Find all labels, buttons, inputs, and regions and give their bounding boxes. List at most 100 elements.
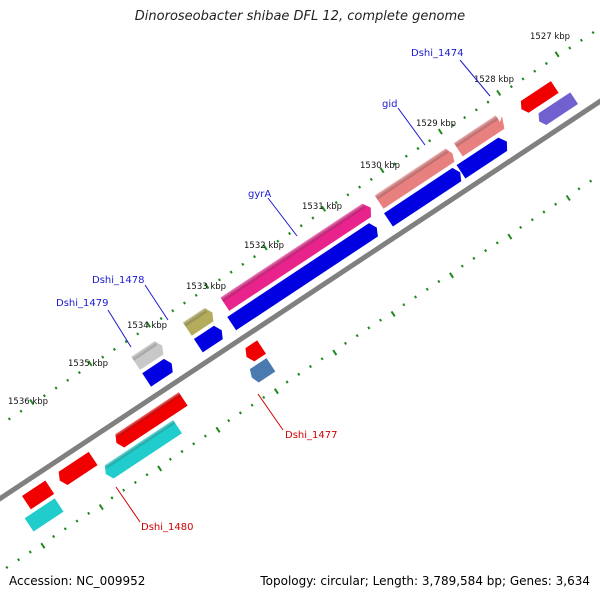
major-tick-mark	[40, 542, 46, 549]
minor-tick-mark	[311, 216, 315, 220]
minor-tick-mark	[346, 193, 350, 197]
minor-tick-mark	[579, 38, 583, 42]
minor-tick-mark	[509, 85, 513, 89]
kbp-label: 1533 kbp	[186, 282, 226, 292]
minor-tick-mark	[451, 123, 455, 127]
label-dshi-1477: Dshi_1477	[285, 430, 337, 441]
map-title: Dinoroseobacter shibae DFL 12, complete …	[134, 9, 466, 24]
gene-cyan-left-feature[interactable]	[24, 498, 64, 532]
minor-tick-mark	[17, 558, 21, 562]
minor-tick-mark	[554, 202, 558, 206]
gene-dshi-1474-feature[interactable]	[453, 113, 509, 157]
minor-tick-mark	[66, 378, 70, 382]
major-tick-mark	[98, 504, 104, 511]
gene-red-left-c-feature[interactable]	[21, 480, 55, 510]
major-tick-mark	[496, 89, 502, 96]
minor-tick-mark	[87, 511, 91, 515]
minor-tick-mark	[343, 341, 348, 345]
major-tick-mark	[215, 426, 221, 433]
minor-tick-mark	[168, 457, 172, 461]
minor-tick-mark	[591, 30, 595, 35]
kbp-label: 1534 kbp	[127, 321, 167, 331]
minor-tick-mark	[308, 364, 312, 369]
minor-tick-mark	[568, 46, 572, 50]
minor-tick-mark	[530, 218, 534, 222]
accession-text: Accession: NC_009952	[9, 574, 146, 588]
kbp-label: 1527 kbp	[530, 32, 570, 42]
gene-red-right-feature[interactable]	[518, 81, 559, 115]
minor-tick-mark	[276, 239, 280, 243]
gene-gyra-feature[interactable]	[220, 201, 375, 311]
minor-tick-mark	[5, 565, 9, 570]
gene-red-left-a-feature[interactable]	[112, 392, 188, 449]
minor-tick-mark	[262, 395, 266, 400]
minor-tick-mark	[28, 550, 32, 554]
minor-tick-mark	[495, 241, 499, 245]
label-gyra: gyrA	[248, 189, 271, 200]
minor-tick-mark	[463, 115, 467, 120]
minor-tick-mark	[472, 256, 476, 260]
minor-tick-mark	[122, 488, 126, 492]
major-tick-mark	[262, 244, 268, 251]
minor-tick-mark	[544, 61, 548, 66]
minor-tick-mark	[101, 355, 105, 359]
minor-tick-mark	[460, 264, 464, 268]
kbp-label: 1535 kbp	[68, 359, 108, 369]
outer-tick-ring	[7, 30, 595, 421]
label-dshi-1480: Dshi_1480	[141, 522, 193, 533]
cds-gyra-feature[interactable]	[227, 221, 381, 331]
cds-gid-feature[interactable]	[384, 166, 465, 227]
kbp-label: 1529 kbp	[416, 119, 456, 129]
major-tick-mark	[332, 349, 338, 356]
minor-tick-mark	[299, 224, 303, 228]
minor-tick-mark	[238, 411, 242, 415]
minor-tick-mark	[320, 357, 324, 361]
label-dshi-1479: Dshi_1479	[56, 298, 108, 309]
major-tick-mark	[565, 194, 571, 202]
major-tick-mark	[321, 205, 327, 212]
minor-tick-mark	[54, 386, 58, 390]
cds-dshi-1479-feature[interactable]	[142, 357, 176, 387]
minor-tick-mark	[358, 185, 362, 189]
gene-labels: Dshi_1474 gid gyrA Dshi_1478 Dshi_1479 D…	[56, 48, 491, 533]
major-tick-mark	[449, 272, 455, 279]
major-tick-mark	[507, 233, 513, 240]
label-dshi-1478: Dshi_1478	[92, 275, 144, 286]
minor-tick-mark	[297, 372, 301, 376]
genome-backbone	[0, 66, 600, 534]
minor-tick-mark	[367, 326, 371, 330]
major-tick-mark	[379, 167, 385, 174]
gene-red-left-b-feature[interactable]	[55, 451, 98, 487]
minor-tick-mark	[533, 69, 537, 73]
cds-dshi-1474-feature[interactable]	[456, 135, 512, 179]
minor-tick-mark	[416, 146, 420, 151]
major-tick-mark	[87, 360, 93, 367]
major-tick-mark	[145, 321, 151, 328]
major-tick-mark	[437, 128, 443, 135]
gene-dshi-1478-feature[interactable]	[182, 306, 217, 336]
major-tick-mark	[273, 388, 279, 395]
minor-tick-mark	[250, 403, 254, 407]
minor-tick-mark	[414, 295, 418, 299]
minor-tick-mark	[241, 262, 245, 266]
kbp-scale: 1527 kbp 1528 kbp 1529 kbp 1530 kbp 1531…	[8, 32, 570, 407]
major-tick-mark	[204, 283, 210, 290]
label-dshi-1474: Dshi_1474	[411, 48, 463, 59]
gene-dshi-1479-feature[interactable]	[131, 339, 167, 370]
minor-tick-mark	[227, 419, 231, 423]
minor-tick-mark	[180, 449, 184, 454]
gene-dshi-1477-feature[interactable]	[247, 358, 276, 384]
gene-dshi-1480-feature[interactable]	[101, 419, 182, 481]
minor-tick-mark	[136, 332, 140, 336]
minor-tick-mark	[378, 318, 383, 322]
minor-tick-mark	[402, 303, 406, 307]
gene-dshi-1477-red-feature[interactable]	[242, 340, 266, 363]
cds-purple-right-feature[interactable]	[535, 92, 579, 127]
gene-gid-feature[interactable]	[374, 147, 457, 209]
cds-dshi-1478-feature[interactable]	[193, 324, 226, 353]
minor-tick-mark	[369, 177, 373, 181]
minor-tick-mark	[521, 77, 525, 81]
minor-tick-mark	[192, 442, 196, 446]
minor-tick-mark	[229, 270, 233, 274]
